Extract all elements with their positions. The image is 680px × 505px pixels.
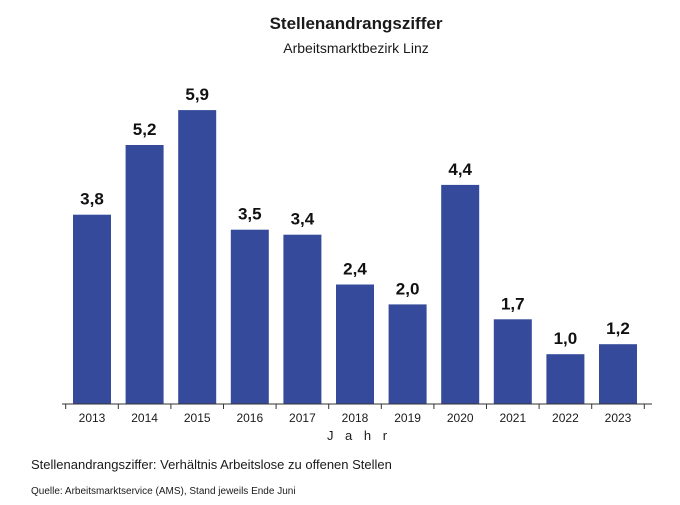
bar-2022 bbox=[546, 354, 585, 404]
chart-source: Quelle: Arbeitsmarktservice (AMS), Stand… bbox=[31, 486, 296, 497]
value-label-2019: 2,0 bbox=[396, 279, 420, 298]
bar-chart: 3,85,25,93,5 3,42,42,04,41,71,01,2 2013 20… bbox=[62, 85, 652, 443]
x-tick-label-2018: 2018 bbox=[342, 411, 369, 425]
bar-2013 bbox=[73, 214, 111, 404]
chart-title: Stellenandrangsziffer bbox=[269, 14, 443, 33]
bar-2020 bbox=[441, 184, 480, 404]
x-tick-label-2017: 2017 bbox=[289, 411, 316, 425]
x-tick-label-2016: 2016 bbox=[236, 411, 263, 425]
bar-2015 bbox=[178, 110, 217, 404]
x-tick-group bbox=[65, 404, 645, 409]
bar-group bbox=[73, 110, 637, 404]
x-tick-label-2019: 2019 bbox=[394, 411, 421, 425]
value-label-2022: 1,0 bbox=[554, 329, 578, 348]
x-axis-title: J a h r bbox=[327, 428, 391, 443]
x-tick-label-2020: 2020 bbox=[447, 411, 474, 425]
x-tick-label-2015: 2015 bbox=[184, 411, 211, 425]
bar-2018 bbox=[336, 284, 374, 404]
x-tick-label-2023: 2023 bbox=[605, 411, 632, 425]
bar-2023 bbox=[599, 344, 637, 404]
value-label-2017: 3,4 bbox=[291, 210, 315, 229]
x-tick-label-group: 2013 2014 2015 2016 2017 2018 2019 2020 2021 2022… bbox=[79, 411, 632, 425]
value-label-group: 3,8 5,2 5,9 3,5 3,4 2,4 2,0 4,4 1,7 1,0 1,2 bbox=[80, 85, 630, 348]
x-tick-label-2022: 2022 bbox=[552, 411, 579, 425]
bar-2021 bbox=[493, 319, 532, 404]
chart-note: Stellenandrangsziffer: Verhältnis Arbeit… bbox=[31, 457, 392, 472]
value-label-2018: 2,4 bbox=[343, 260, 367, 279]
x-tick-label-2014: 2014 bbox=[131, 411, 158, 425]
bar-2016 bbox=[230, 229, 269, 404]
value-label-2014: 5,2 bbox=[133, 120, 157, 139]
bar-2017 bbox=[283, 234, 322, 404]
value-label-2016: 3,5 bbox=[238, 205, 262, 224]
value-label-2013: 3,8 bbox=[80, 190, 104, 209]
value-label-2015: 5,9 bbox=[185, 85, 209, 104]
x-tick-label-2013: 2013 bbox=[79, 411, 106, 425]
value-label-2020: 4,4 bbox=[448, 160, 472, 179]
value-label-2023: 1,2 bbox=[606, 319, 630, 338]
value-label-2021: 1,7 bbox=[501, 294, 525, 313]
bar-2014 bbox=[125, 145, 164, 404]
chart-subtitle: Arbeitsmarktbezirk Linz bbox=[283, 40, 429, 56]
x-tick-label-2021: 2021 bbox=[499, 411, 526, 425]
bar-2019 bbox=[388, 304, 427, 404]
